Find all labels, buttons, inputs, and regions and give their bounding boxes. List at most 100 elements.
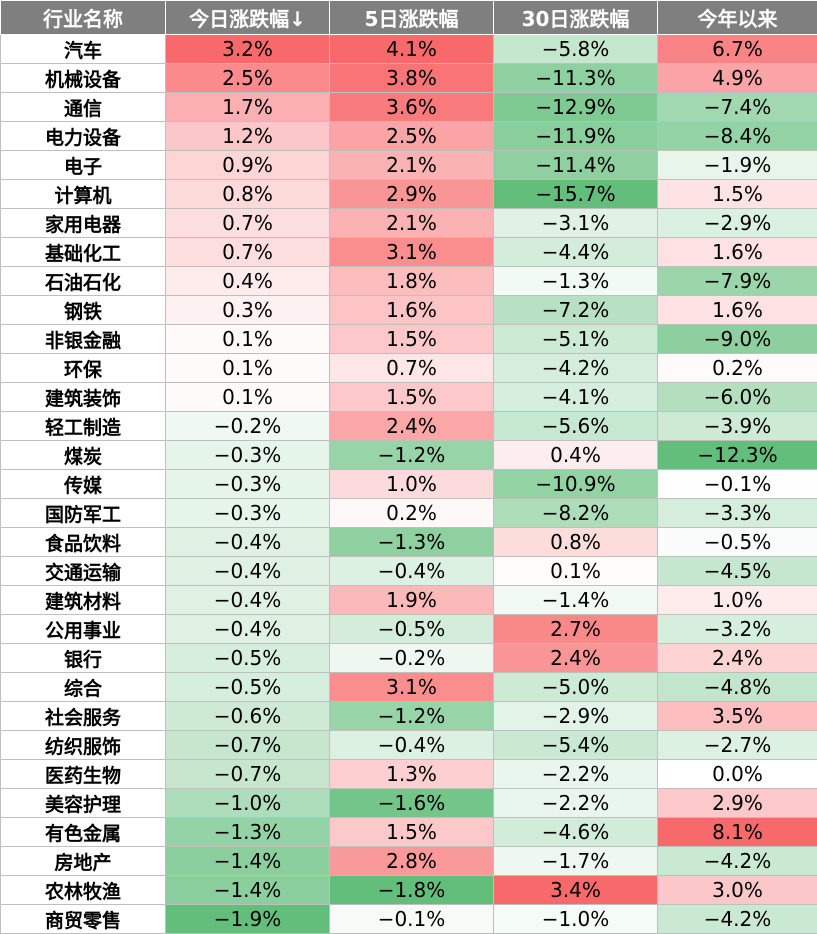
today-change-cell: −0.5%: [166, 673, 330, 702]
today-change-cell: 0.4%: [166, 267, 330, 296]
30day-change-cell: −2.9%: [494, 702, 658, 731]
30day-change-cell: −1.7%: [494, 847, 658, 876]
30day-change-cell: 0.8%: [494, 528, 658, 557]
industry-name-cell: 公用事业: [1, 615, 166, 644]
industry-name-cell: 美容护理: [1, 789, 166, 818]
30day-change-cell: −4.4%: [494, 238, 658, 267]
30day-change-cell: 2.4%: [494, 644, 658, 673]
header-industry-name[interactable]: 行业名称: [1, 1, 166, 35]
today-change-cell: −1.3%: [166, 818, 330, 847]
5day-change-cell: −1.2%: [330, 441, 494, 470]
5day-change-cell: 1.5%: [330, 325, 494, 354]
30day-change-cell: −4.6%: [494, 818, 658, 847]
table-row: 房地产−1.4%2.8%−1.7%−4.2%: [1, 847, 817, 876]
table-row: 传媒−0.3%1.0%−10.9%−0.1%: [1, 470, 817, 499]
industry-name-cell: 传媒: [1, 470, 166, 499]
today-change-cell: 0.7%: [166, 209, 330, 238]
industry-name-cell: 计算机: [1, 180, 166, 209]
30day-change-cell: −2.2%: [494, 789, 658, 818]
ytd-change-cell: 1.6%: [658, 296, 817, 325]
table-row: 有色金属−1.3%1.5%−4.6%8.1%: [1, 818, 817, 847]
5day-change-cell: −0.2%: [330, 644, 494, 673]
ytd-change-cell: 6.7%: [658, 35, 817, 64]
industry-name-cell: 钢铁: [1, 296, 166, 325]
header-today-change[interactable]: 今日涨跌幅↓: [166, 1, 330, 35]
5day-change-cell: −1.3%: [330, 528, 494, 557]
5day-change-cell: 2.1%: [330, 209, 494, 238]
ytd-change-cell: −8.4%: [658, 122, 817, 151]
today-change-cell: 0.1%: [166, 325, 330, 354]
ytd-change-cell: −3.2%: [658, 615, 817, 644]
5day-change-cell: 2.9%: [330, 180, 494, 209]
industry-name-cell: 银行: [1, 644, 166, 673]
today-change-cell: 1.2%: [166, 122, 330, 151]
industry-name-cell: 非银金融: [1, 325, 166, 354]
table-row: 交通运输−0.4%−0.4%0.1%−4.5%: [1, 557, 817, 586]
today-change-cell: −0.4%: [166, 615, 330, 644]
ytd-change-cell: −3.9%: [658, 412, 817, 441]
5day-change-cell: 1.5%: [330, 818, 494, 847]
5day-change-cell: 3.8%: [330, 64, 494, 93]
industry-name-cell: 机械设备: [1, 64, 166, 93]
5day-change-cell: 3.6%: [330, 93, 494, 122]
industry-name-cell: 建筑材料: [1, 586, 166, 615]
ytd-change-cell: 0.0%: [658, 760, 817, 789]
today-change-cell: −0.5%: [166, 644, 330, 673]
30day-change-cell: 2.7%: [494, 615, 658, 644]
5day-change-cell: 3.1%: [330, 673, 494, 702]
5day-change-cell: 1.3%: [330, 760, 494, 789]
5day-change-cell: 2.1%: [330, 151, 494, 180]
today-change-cell: −0.6%: [166, 702, 330, 731]
30day-change-cell: 3.4%: [494, 876, 658, 905]
today-change-cell: −0.4%: [166, 586, 330, 615]
ytd-change-cell: 4.9%: [658, 64, 817, 93]
header-ytd-change[interactable]: 今年以来: [658, 1, 817, 35]
ytd-change-cell: −12.3%: [658, 441, 817, 470]
30day-change-cell: −7.2%: [494, 296, 658, 325]
30day-change-cell: −11.3%: [494, 64, 658, 93]
5day-change-cell: −1.6%: [330, 789, 494, 818]
ytd-change-cell: −0.1%: [658, 470, 817, 499]
30day-change-cell: −10.9%: [494, 470, 658, 499]
industry-name-cell: 综合: [1, 673, 166, 702]
header-30day-change[interactable]: 30日涨跌幅: [494, 1, 658, 35]
table-row: 医药生物−0.7%1.3%−2.2%0.0%: [1, 760, 817, 789]
today-change-cell: −1.0%: [166, 789, 330, 818]
30day-change-cell: −1.0%: [494, 905, 658, 934]
industry-name-cell: 轻工制造: [1, 412, 166, 441]
5day-change-cell: −1.2%: [330, 702, 494, 731]
industry-name-cell: 房地产: [1, 847, 166, 876]
header-5day-change[interactable]: 5日涨跌幅: [330, 1, 494, 35]
5day-change-cell: 1.9%: [330, 586, 494, 615]
table-row: 建筑材料−0.4%1.9%−1.4%1.0%: [1, 586, 817, 615]
30day-change-cell: −11.9%: [494, 122, 658, 151]
ytd-change-cell: −1.9%: [658, 151, 817, 180]
today-change-cell: −0.7%: [166, 731, 330, 760]
5day-change-cell: 1.5%: [330, 383, 494, 412]
industry-name-cell: 电子: [1, 151, 166, 180]
today-change-cell: 3.2%: [166, 35, 330, 64]
industry-name-cell: 汽车: [1, 35, 166, 64]
industry-name-cell: 通信: [1, 93, 166, 122]
5day-change-cell: −0.1%: [330, 905, 494, 934]
30day-change-cell: 0.4%: [494, 441, 658, 470]
ytd-change-cell: −3.3%: [658, 499, 817, 528]
table-header: 行业名称 今日涨跌幅↓ 5日涨跌幅 30日涨跌幅 今年以来: [1, 1, 817, 35]
ytd-change-cell: 1.5%: [658, 180, 817, 209]
industry-name-cell: 纺织服饰: [1, 731, 166, 760]
30day-change-cell: −5.8%: [494, 35, 658, 64]
5day-change-cell: −1.8%: [330, 876, 494, 905]
ytd-change-cell: 0.2%: [658, 354, 817, 383]
today-change-cell: −1.9%: [166, 905, 330, 934]
30day-change-cell: −12.9%: [494, 93, 658, 122]
table-row: 轻工制造−0.2%2.4%−5.6%−3.9%: [1, 412, 817, 441]
ytd-change-cell: −4.2%: [658, 905, 817, 934]
industry-name-cell: 商贸零售: [1, 905, 166, 934]
